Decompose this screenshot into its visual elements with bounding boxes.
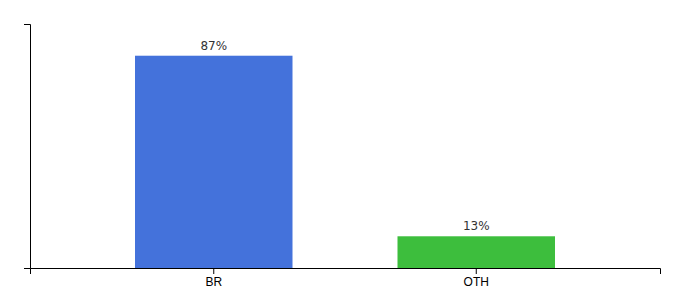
data-label: 13% — [463, 219, 490, 233]
bar — [135, 56, 293, 268]
x-axis: BR OTH — [31, 268, 661, 289]
x-tick: OTH — [464, 268, 489, 289]
chart-svg: BR OTH 87% 13% — [0, 0, 680, 300]
bar — [398, 236, 556, 268]
x-axis-line — [31, 269, 661, 275]
x-tick-label: BR — [205, 275, 222, 289]
y-axis — [24, 25, 31, 269]
data-labels: 87% 13% — [200, 39, 489, 234]
x-tick-mark — [213, 268, 214, 274]
plot: BR OTH 87% 13% — [24, 25, 661, 289]
chart-container: BR OTH 87% 13% — [0, 0, 680, 300]
x-tick-label: OTH — [464, 275, 489, 289]
bars — [135, 56, 555, 268]
x-tick-mark — [476, 268, 477, 274]
data-label: 87% — [200, 39, 227, 53]
y-axis-line — [24, 25, 31, 269]
x-tick: BR — [205, 268, 222, 289]
